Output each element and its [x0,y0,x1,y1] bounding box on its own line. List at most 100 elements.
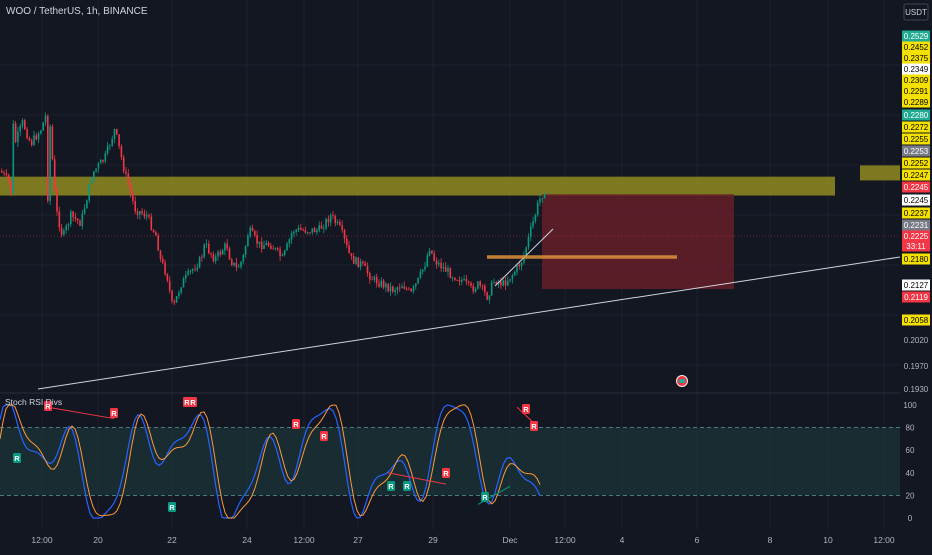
divergence-marker: R [110,408,118,418]
marker-bg [320,431,328,441]
price-label: 0.2127 [904,281,929,290]
marker-label: R [443,469,449,478]
price-label-bg [902,181,930,193]
price-label-bg [902,253,930,265]
price-label-bg [902,240,930,252]
candle-body [380,280,383,287]
candle-body [175,296,178,303]
price-label: 0.2180 [904,255,929,264]
price-label: 0.2119 [904,293,928,302]
price-label: 0.1930 [904,385,929,394]
candle-body [364,263,366,266]
price-label: 0.2253 [904,147,929,156]
price-label: 0.2349 [904,65,929,74]
price-label-bg [902,30,930,42]
candle-body [277,247,279,250]
symbol-title[interactable]: WOO / TetherUS, 1h, BINANCE [6,6,148,17]
candle-body [352,256,355,264]
divergence-marker: R [292,419,300,429]
candle-body [375,276,378,284]
candle-body [431,250,433,254]
candle-body [104,153,107,162]
candle-body [191,269,194,271]
candle-body [152,229,155,233]
candle-body [76,218,79,221]
right-zone [860,165,900,181]
candle-body [226,243,228,249]
candle-body [366,265,369,274]
candle-body [290,233,293,240]
price-label: 0.2237 [904,209,929,218]
marker-label: R [293,420,299,429]
price-label: 0.2245 [904,196,929,205]
stoch-band [0,427,900,496]
price-label: 0.2309 [904,76,929,85]
time-tick-label: 12:00 [293,535,315,545]
marker-bg [13,453,21,463]
candle-body [511,275,514,280]
broker-logo-icon[interactable] [676,375,688,387]
price-label-bg [902,279,930,291]
indicator-title[interactable]: Stoch RSI Divs [5,397,63,407]
candle-body [456,280,458,281]
divergence-marker: R [13,453,21,463]
candle-body [228,248,231,260]
marker-label: R [523,405,529,414]
time-tick-label: 12:00 [554,535,576,545]
candle-body [438,262,440,265]
candle-body [451,277,454,279]
divergence-line [387,472,447,485]
marker-bg [403,481,411,491]
candle-body [419,271,422,278]
candle-body [357,257,360,268]
candle-body [359,261,362,268]
price-label-bg [902,194,930,206]
candle-body [318,225,320,231]
divergence-marker: R [530,421,538,431]
candle-body [35,135,38,140]
candle-body [477,281,479,289]
candle-body [106,145,109,154]
candle-body [10,181,12,194]
candle-body [47,115,49,201]
price-label-bg [902,41,930,53]
marker-label: R [184,398,190,407]
currency-box [903,3,929,21]
candle-body [267,242,270,246]
candle-body [435,260,438,265]
candle-body [111,138,113,146]
candle-body [348,245,350,254]
candle-body [26,129,28,139]
currency-label: USDT [905,8,927,17]
candle-body [355,257,357,264]
marker-bg [442,468,450,478]
candle-body [306,232,309,234]
stoch-tick-label: 80 [906,424,915,433]
price-label: 0.2280 [904,111,929,120]
price-label-bg [902,52,930,64]
candle-body [378,283,380,287]
candle-body [426,255,429,267]
candle-body [509,279,511,281]
candle-body [143,213,146,217]
marker-bg [110,408,118,418]
candle-body [244,246,247,255]
candle-body [461,280,463,282]
candle-body [194,269,196,270]
candle-body [523,255,525,263]
candle-body [265,242,268,246]
price-label: 0.2289 [904,98,929,107]
candle-body [408,288,410,290]
price-label-bg [902,219,930,231]
stoch-tick-label: 20 [906,491,915,500]
candle-body [394,290,396,292]
candle-body [122,157,125,172]
marker-bg [44,401,52,411]
candle-body [148,215,150,217]
candle-body [93,171,95,182]
marker-label: R [388,482,394,491]
candle-body [472,285,475,292]
candle-body [263,245,265,250]
